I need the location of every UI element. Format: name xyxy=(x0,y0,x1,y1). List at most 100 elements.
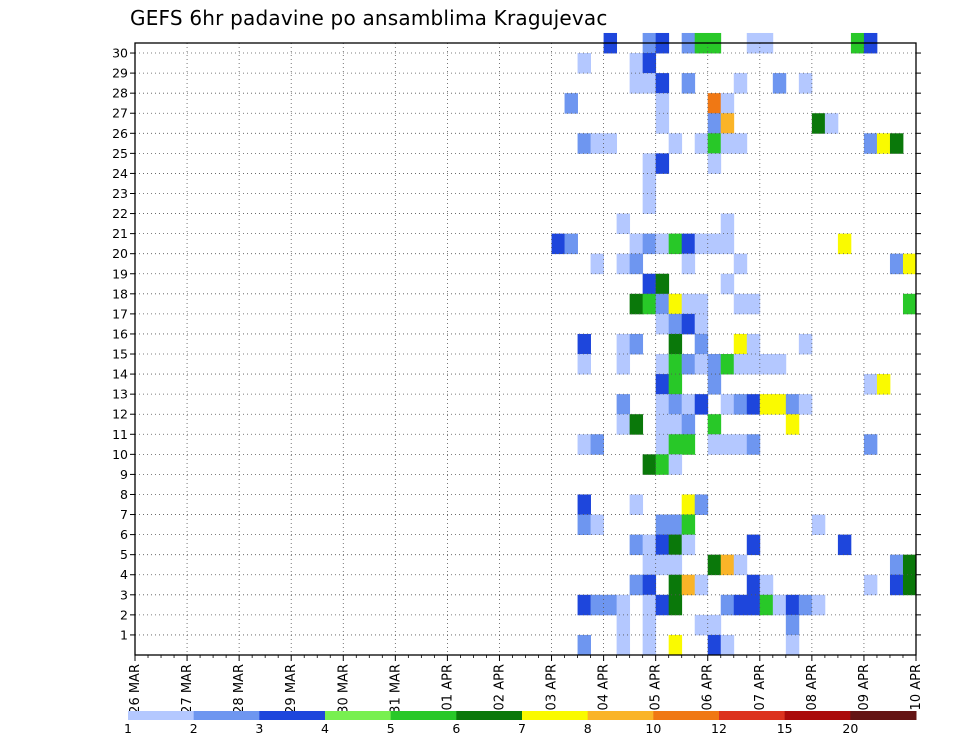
heatmap-cell xyxy=(720,93,735,114)
colorbar-label: 20 xyxy=(842,721,858,736)
heatmap-cell xyxy=(577,133,591,154)
heatmap-cell xyxy=(590,434,604,455)
y-tick-label: 1 xyxy=(120,627,128,642)
heatmap-cell xyxy=(655,394,670,415)
x-tick-label: 28 MAR xyxy=(232,664,247,714)
heatmap-cell xyxy=(733,73,748,94)
heatmap-cell xyxy=(720,554,735,576)
heatmap-cell xyxy=(798,333,813,355)
heatmap-cell xyxy=(655,93,670,114)
heatmap-cell xyxy=(616,253,631,275)
heatmap-cell xyxy=(733,354,748,375)
y-tick-label: 26 xyxy=(112,126,128,141)
heatmap-cell xyxy=(720,434,735,455)
heatmap-cell xyxy=(590,253,604,275)
colorbar-label: 1 xyxy=(124,721,132,736)
heatmap-cell xyxy=(759,574,774,596)
heatmap-cell xyxy=(772,394,787,415)
heatmap-cell xyxy=(707,93,722,114)
heatmap-cell xyxy=(642,193,657,214)
heatmap-cell xyxy=(577,594,591,616)
heatmap-cell xyxy=(863,133,878,154)
colorbar-swatch xyxy=(653,711,720,720)
heatmap-cell xyxy=(616,594,631,616)
y-tick-label: 24 xyxy=(112,166,128,181)
heatmap-cell xyxy=(707,434,722,455)
heatmap-cell xyxy=(811,594,826,616)
colorbar-label: 5 xyxy=(387,721,395,736)
heatmap-cell xyxy=(668,133,683,154)
heatmap-cell xyxy=(681,293,696,315)
heatmap-cell xyxy=(642,554,657,576)
heatmap-cell xyxy=(551,233,565,255)
heatmap-cell xyxy=(629,233,644,255)
heatmap-cell xyxy=(694,333,709,355)
x-tick-label: 30 MAR xyxy=(336,664,351,714)
heatmap-cell xyxy=(694,133,709,154)
heatmap-cell xyxy=(642,273,657,295)
heatmap-cell xyxy=(668,313,683,335)
heatmap-cell xyxy=(707,374,722,395)
heatmap-cell xyxy=(772,354,787,375)
heatmap-cell xyxy=(746,394,761,415)
heatmap-cell xyxy=(720,113,735,134)
y-tick-label: 22 xyxy=(112,206,128,221)
heatmap-cell xyxy=(746,333,761,355)
colorbar-swatch xyxy=(193,711,260,720)
heatmap-cell xyxy=(577,53,591,74)
heatmap-cell xyxy=(785,394,800,415)
colorbar-swatch xyxy=(390,711,457,720)
heatmap-cell xyxy=(863,374,878,395)
heatmap-cell xyxy=(655,434,670,455)
heatmap-cell xyxy=(629,293,644,315)
y-tick-label: 11 xyxy=(112,427,128,442)
heatmap-cell xyxy=(746,594,761,616)
y-tick-label: 23 xyxy=(112,186,128,201)
x-tick-label: 02 APR xyxy=(492,664,507,710)
y-tick-label: 4 xyxy=(120,567,128,582)
y-tick-label: 14 xyxy=(112,367,128,382)
heatmap-cell xyxy=(824,113,839,134)
heatmap-cell xyxy=(616,414,631,435)
x-tick-label: 06 APR xyxy=(701,664,716,710)
x-tick-label: 09 APR xyxy=(857,664,872,710)
heatmap-cell xyxy=(655,73,670,94)
y-tick-label: 17 xyxy=(112,306,128,321)
y-tick-label: 6 xyxy=(120,527,128,542)
heatmap-cell xyxy=(590,133,604,154)
heatmap-cell xyxy=(642,53,657,74)
heatmap-cell xyxy=(733,333,748,355)
heatmap-cell xyxy=(694,293,709,315)
heatmap-cell xyxy=(655,153,670,174)
heatmap-cell xyxy=(629,574,644,596)
heatmap-cell xyxy=(668,574,683,596)
heatmap-cell xyxy=(733,554,748,576)
heatmap-cell xyxy=(707,133,722,154)
heatmap-cell xyxy=(564,93,578,114)
heatmap-cell xyxy=(720,273,735,295)
colorbar-label: 8 xyxy=(584,721,592,736)
heatmap-cell xyxy=(707,113,722,134)
heatmap-cell xyxy=(629,253,644,275)
heatmap-cell xyxy=(642,574,657,596)
heatmap-cell xyxy=(746,354,761,375)
heatmap-cell xyxy=(681,253,696,275)
heatmap-cell xyxy=(616,634,631,656)
heatmap-cell xyxy=(811,514,826,536)
heatmap-cell xyxy=(707,354,722,375)
heatmap-cell xyxy=(707,153,722,174)
heatmap-cell xyxy=(785,614,800,636)
heatmap-cell xyxy=(655,554,670,576)
heatmap-cell xyxy=(889,574,904,596)
y-tick-label: 19 xyxy=(112,266,128,281)
heatmap-cell xyxy=(668,414,683,435)
heatmap-cell xyxy=(668,434,683,455)
heatmap-cell xyxy=(694,233,709,255)
heatmap-cell xyxy=(733,253,748,275)
heatmap-cell xyxy=(577,514,591,536)
heatmap-cell xyxy=(720,133,735,154)
heatmap-cell xyxy=(694,494,709,515)
heatmap-cell xyxy=(577,494,591,515)
heatmap-cell xyxy=(655,514,670,536)
heatmap-cell xyxy=(668,594,683,616)
